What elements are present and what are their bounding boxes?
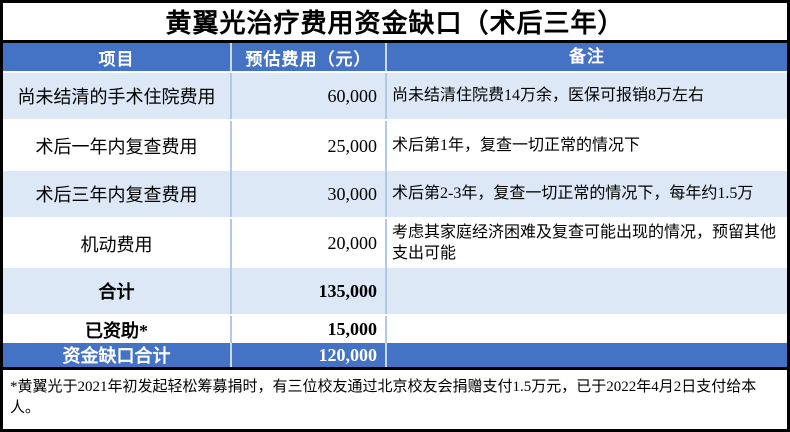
table-row: 术后三年内复查费用 30,000 术后第2-3年，复查一切正常的情况下，每年约1… [3,171,787,219]
cost-cell: 120,000 [230,343,385,367]
item-cell: 合计 [98,282,135,302]
footnote: *黄翼光于2021年初发起轻松筹募捐时，有三位校友通过北京校友会捐赠支付1.5万… [10,378,757,416]
note-cell: 术后第2-3年，复查一切正常的情况下，每年约1.5万 [385,171,787,217]
note-cell: 尚未结清住院费14万余，医保可报销8万左右 [385,73,787,119]
header-cell-item: 项目 [98,49,135,69]
note-cell: 术后第1年，复查一切正常的情况下 [385,121,787,171]
item-cell: 尚未结清的手术住院费用 [17,87,216,107]
cost-table: 项目 预估费用（元） 备注 尚未结清的手术住院费用 60,000 尚未结清住院费… [3,43,787,370]
table-row: 尚未结清的手术住院费用 60,000 尚未结清住院费14万余，医保可报销8万左右 [3,73,787,121]
cost-cell: 25,000 [230,121,385,171]
note-cell [385,343,787,367]
table-header-row: 项目 预估费用（元） 备注 [3,43,787,73]
item-cell: 资金缺口合计 [62,346,171,366]
table-row-funded: 已资助* 15,000 [3,316,787,343]
table-row-total-gap: 资金缺口合计 120,000 [3,343,787,367]
cost-cell: 15,000 [230,316,385,343]
table-row: 术后一年内复查费用 25,000 术后第1年，复查一切正常的情况下 [3,121,787,171]
table-row-subtotal: 合计 135,000 [3,268,787,316]
item-cell: 术后一年内复查费用 [35,137,198,157]
page-title: 黄翼光治疗费用资金缺口（术后三年） [3,3,787,43]
note-cell [385,268,787,314]
note-cell [385,316,787,343]
item-cell: 机动费用 [80,234,153,255]
header-cell-cost: 预估费用（元） [230,43,385,71]
header-cell-note: 备注 [385,43,787,71]
cost-cell: 60,000 [230,73,385,119]
cost-cell: 135,000 [230,268,385,314]
item-cell: 术后三年内复查费用 [35,185,198,205]
cost-cell: 20,000 [230,219,385,268]
note-cell: 考虑其家庭经济困难及复查可能出现的情况，预留其他支出可能 [385,219,787,268]
item-cell: 已资助* [85,320,148,341]
cost-cell: 30,000 [230,171,385,217]
table-row: 机动费用 20,000 考虑其家庭经济困难及复查可能出现的情况，预留其他支出可能 [3,219,787,268]
